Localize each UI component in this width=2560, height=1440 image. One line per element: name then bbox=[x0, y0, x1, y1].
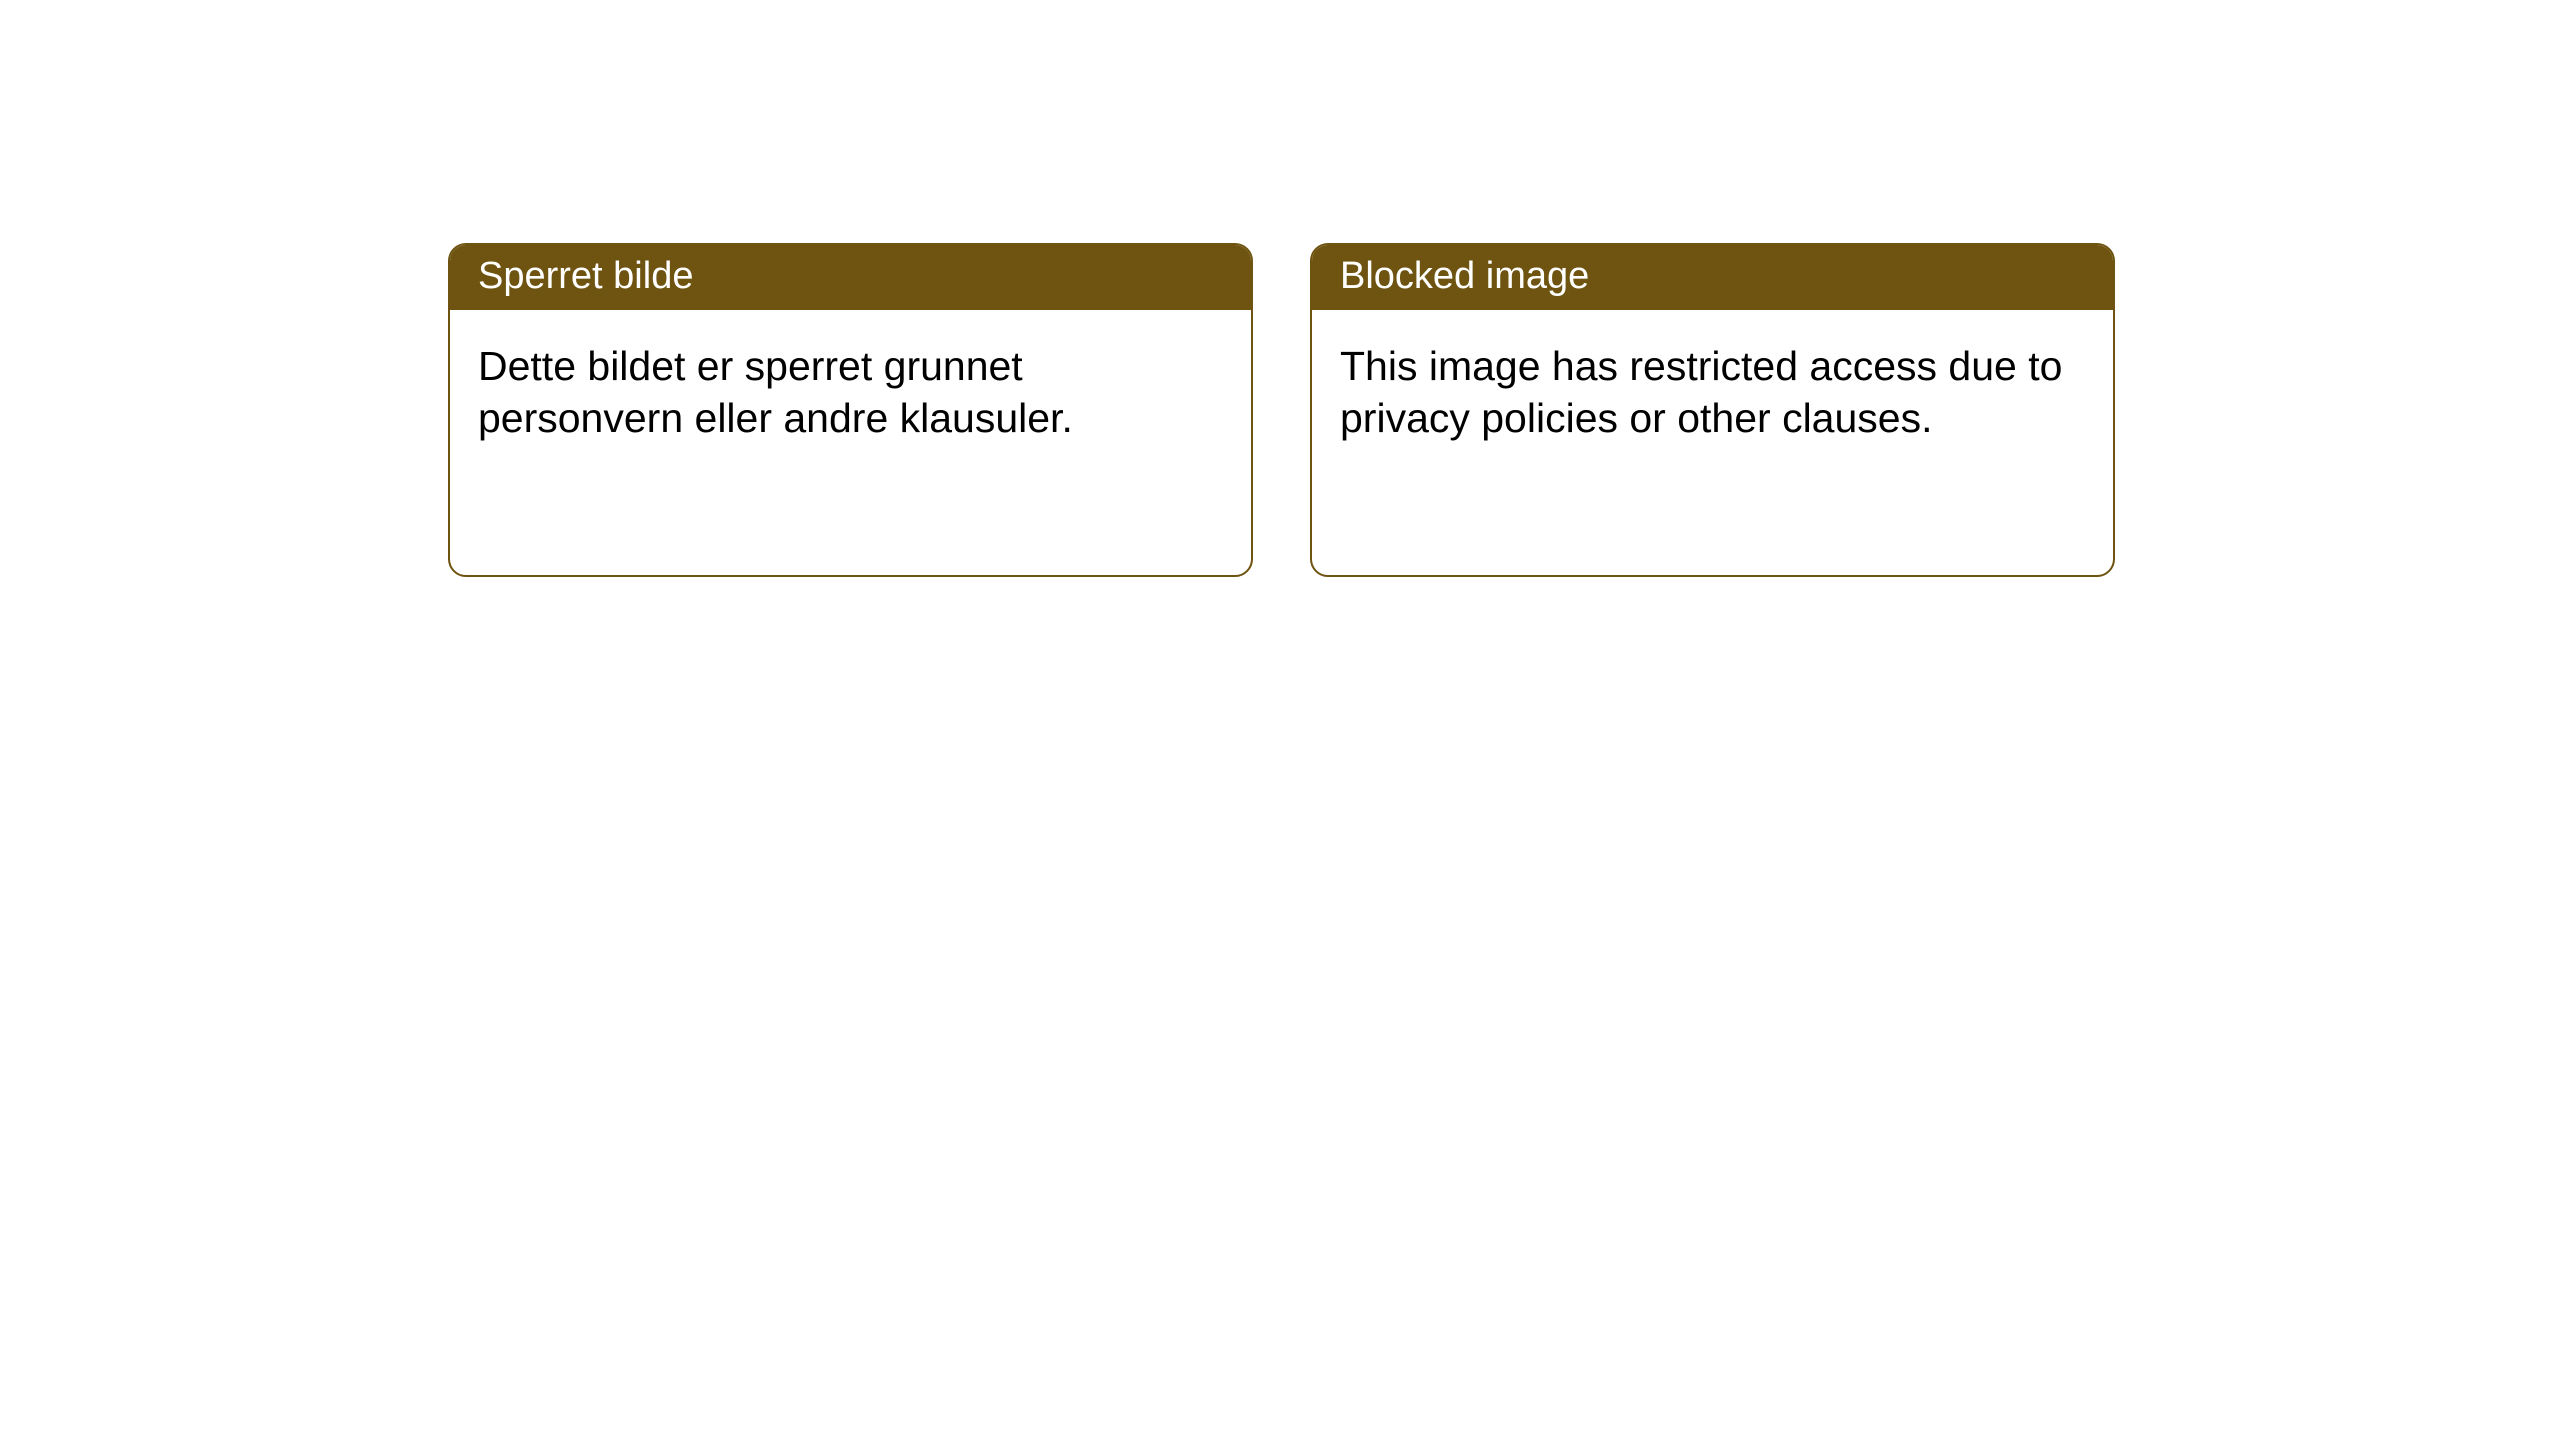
card-title: Sperret bilde bbox=[478, 255, 693, 297]
card-header: Sperret bilde bbox=[450, 245, 1251, 310]
card-body-text: Dette bildet er sperret grunnet personve… bbox=[478, 343, 1073, 441]
cards-container: Sperret bilde Dette bildet er sperret gr… bbox=[448, 243, 2115, 577]
card-body-text: This image has restricted access due to … bbox=[1340, 343, 2062, 441]
blocked-image-card-english: Blocked image This image has restricted … bbox=[1310, 243, 2115, 577]
card-title: Blocked image bbox=[1340, 255, 1589, 297]
card-header: Blocked image bbox=[1312, 245, 2113, 310]
card-body: This image has restricted access due to … bbox=[1312, 310, 2113, 475]
blocked-image-card-norwegian: Sperret bilde Dette bildet er sperret gr… bbox=[448, 243, 1253, 577]
card-body: Dette bildet er sperret grunnet personve… bbox=[450, 310, 1251, 475]
